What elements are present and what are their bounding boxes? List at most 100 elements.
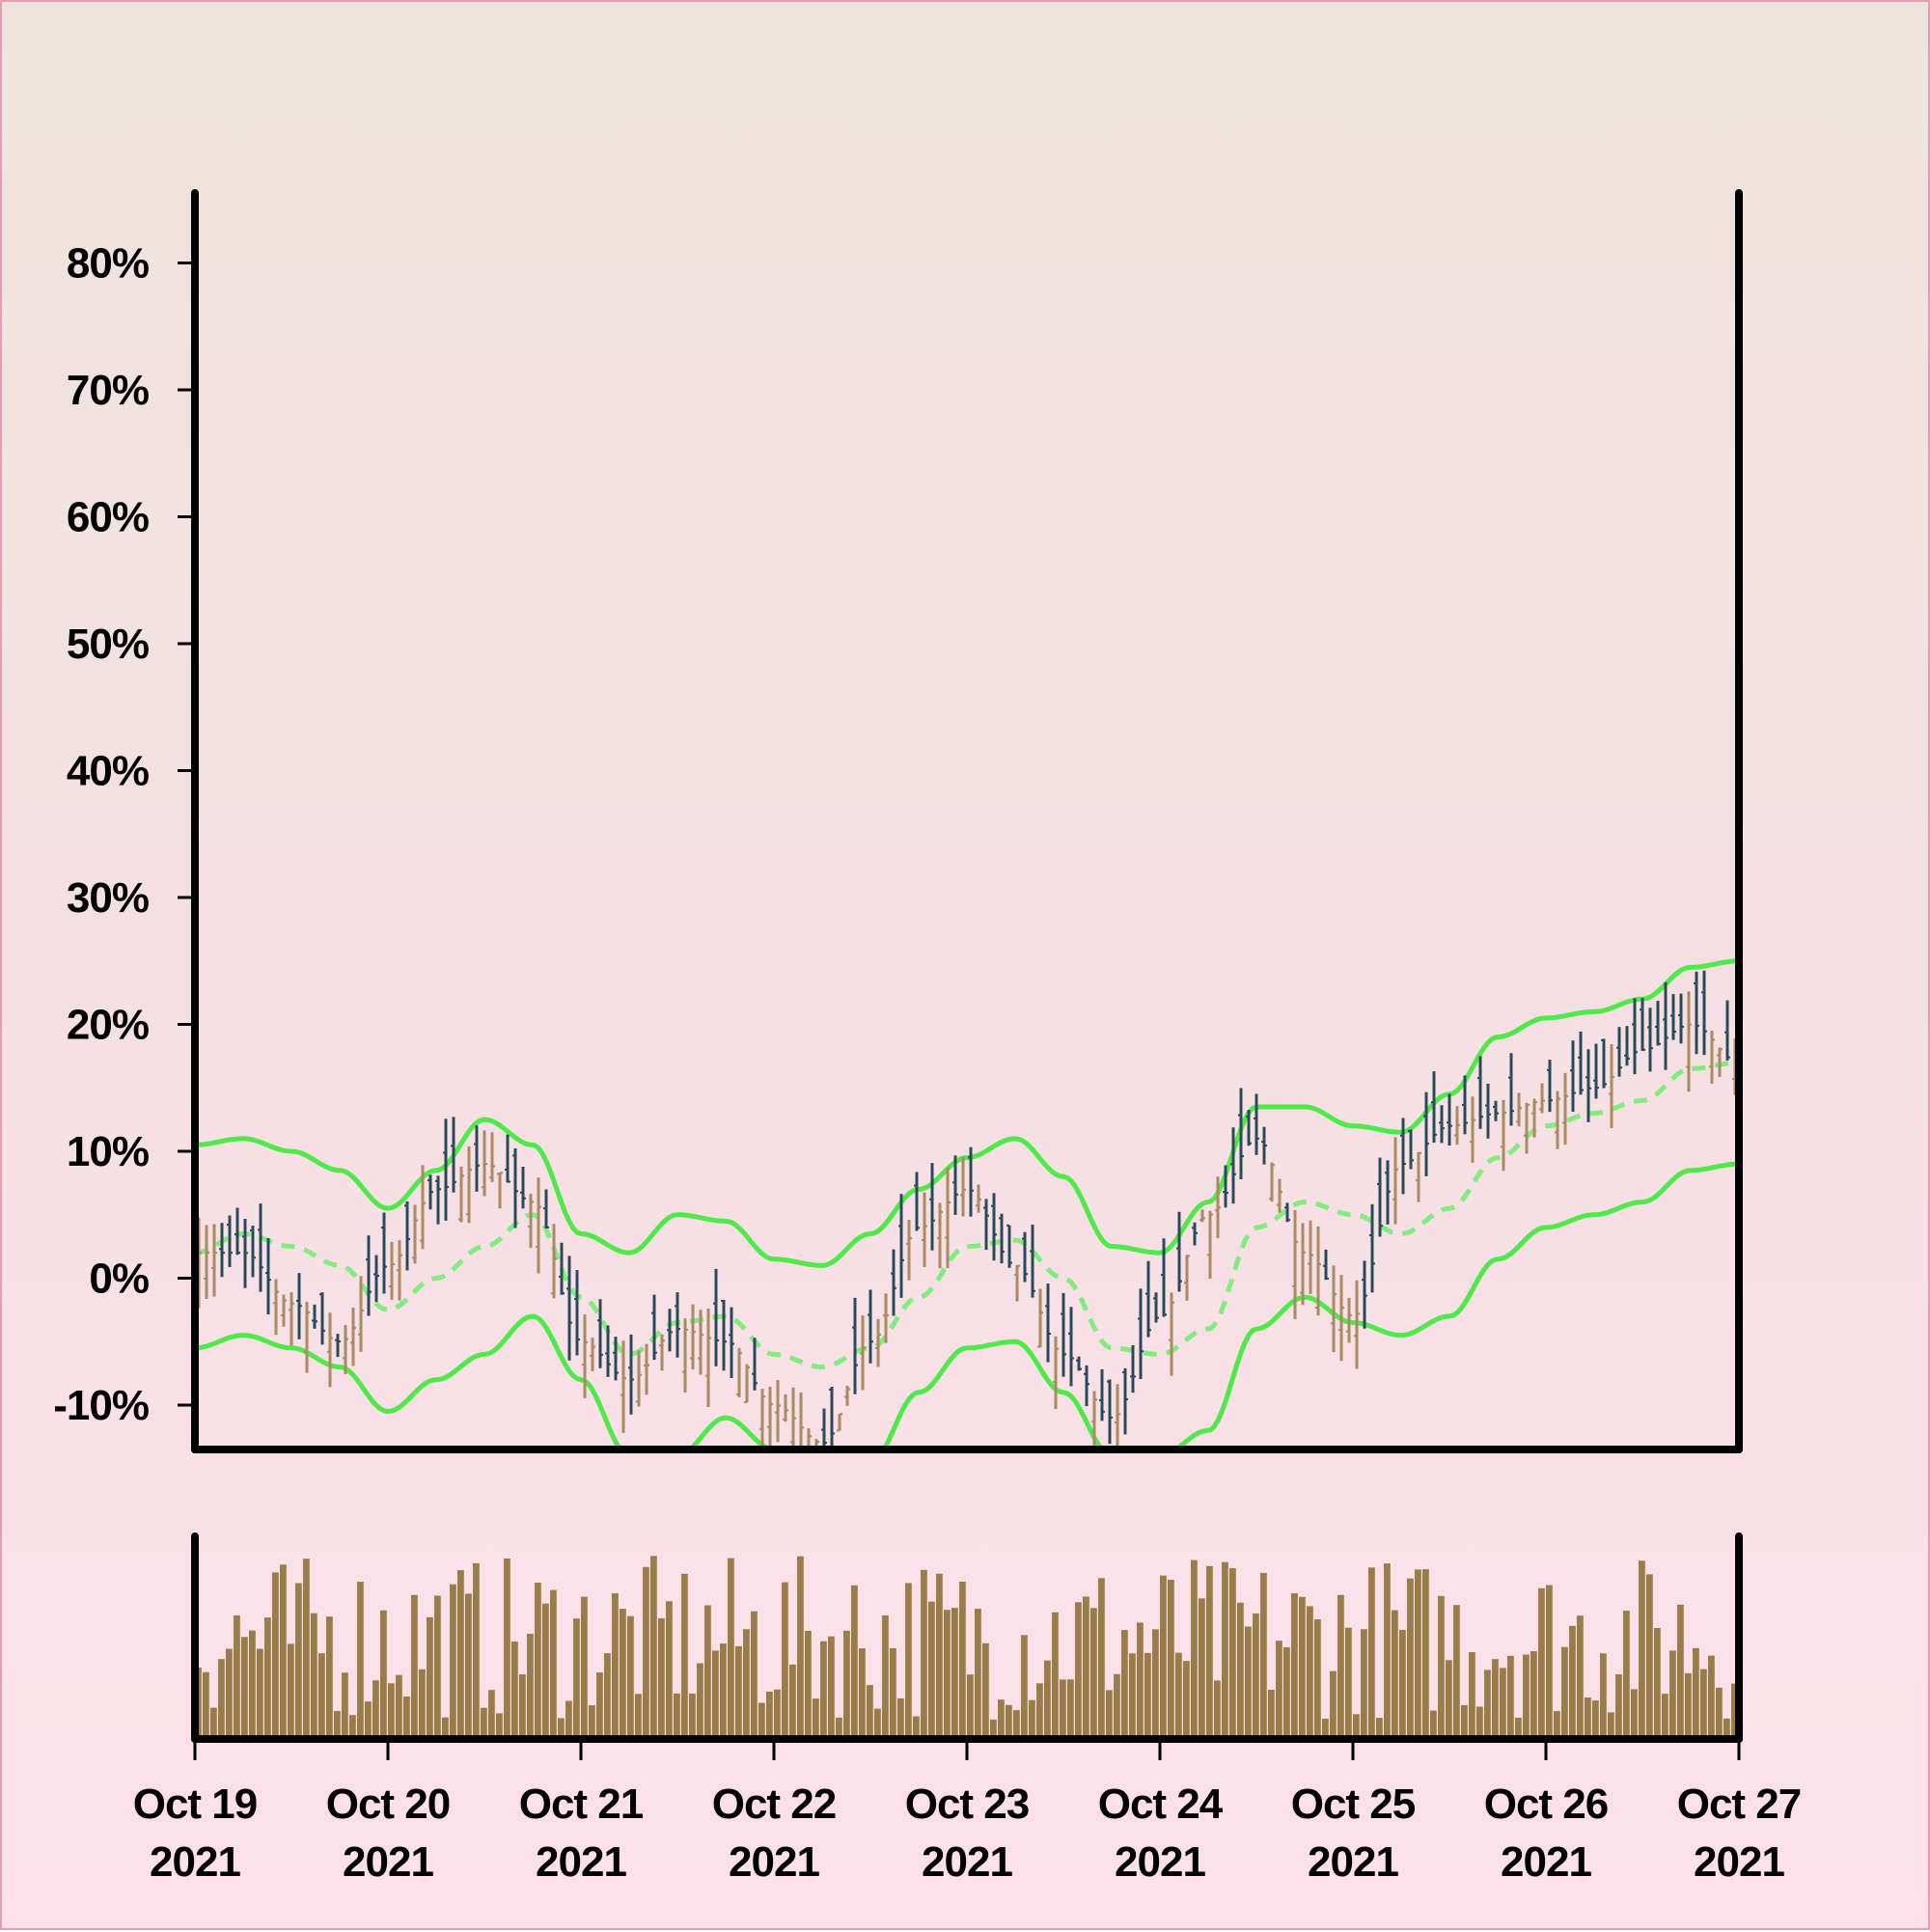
volume-bar [936, 1573, 943, 1739]
ohlc-bar [466, 1145, 472, 1224]
volume-bar [1708, 1655, 1715, 1739]
volume-bar [288, 1643, 294, 1739]
ohlc-bar [605, 1325, 611, 1377]
ohlc-bar [1115, 1384, 1120, 1449]
volume-bar [1407, 1578, 1414, 1739]
volume-bar [1399, 1629, 1406, 1739]
ohlc-bar [1207, 1210, 1213, 1280]
volume-bar [1160, 1575, 1167, 1739]
y-tick-label: -10% [53, 1382, 149, 1429]
ohlc-bar [1254, 1093, 1259, 1155]
volume-bar [851, 1585, 858, 1739]
volume-bar [357, 1582, 364, 1739]
volume-bar [882, 1615, 889, 1739]
ohlc-bar [1369, 1203, 1375, 1293]
y-tick-labels: -10% 0% 10% 20% 30% 40% 50% 60% 70% 80% [53, 239, 150, 1429]
ohlc-bar [420, 1165, 426, 1250]
volume-bar [998, 1699, 1005, 1739]
volume-bar [758, 1702, 765, 1739]
ohlc-bar [1331, 1265, 1337, 1353]
ohlc-bar [597, 1299, 603, 1368]
volume-bar [396, 1674, 402, 1739]
volume-bar [1029, 1699, 1035, 1739]
ohlc-bar [1261, 1126, 1267, 1165]
ohlc-bar [489, 1132, 495, 1182]
x-tick-label-year: 2021 [1694, 1838, 1784, 1886]
x-tick-label-date: Oct 19 [133, 1780, 258, 1828]
volume-bar [1731, 1683, 1738, 1739]
ohlc-bar [613, 1337, 619, 1381]
ohlc-bar [1477, 1056, 1483, 1129]
volume-bar [1561, 1646, 1568, 1739]
volume-bar [473, 1562, 480, 1739]
volume-bar [1507, 1655, 1514, 1739]
ohlc-bar [520, 1166, 526, 1209]
volume-bar [967, 1674, 974, 1739]
volume-bar [820, 1641, 827, 1739]
volume-bar [1268, 1690, 1275, 1739]
volume-bar [1021, 1635, 1028, 1739]
volume-bar [1175, 1652, 1182, 1739]
ohlc-bar [1354, 1280, 1360, 1369]
ohlc-bar [1130, 1344, 1136, 1394]
y-tick-label: 10% [67, 1128, 149, 1175]
ohlc-bar [952, 1155, 958, 1215]
volume-bar [635, 1694, 642, 1739]
volume-bar [959, 1582, 966, 1739]
volume-bar [272, 1572, 279, 1739]
band-upper-line [195, 958, 1739, 1268]
x-tick-label-date: Oct 26 [1484, 1780, 1609, 1828]
volume-bar [1716, 1687, 1723, 1739]
volume-bar [1206, 1565, 1213, 1739]
volume-bar [1191, 1559, 1198, 1739]
volume-bar [535, 1583, 541, 1739]
axes-layer [178, 189, 1743, 1760]
volume-bar [1554, 1711, 1560, 1739]
ohlc-bar [690, 1304, 696, 1369]
volume-bar [928, 1601, 935, 1739]
ohlc-bar [875, 1318, 881, 1367]
volume-bar [1384, 1563, 1391, 1739]
ohlc-bar [844, 1385, 850, 1406]
ohlc-bar [1431, 1071, 1437, 1144]
ohlc-bar [922, 1192, 927, 1267]
ohlc-bar [366, 1235, 372, 1316]
volume-bar [1585, 1697, 1591, 1739]
volume-bar [496, 1713, 503, 1739]
ohlc-bar [1091, 1391, 1097, 1446]
ohlc-bar [628, 1334, 634, 1415]
volume-bar [1283, 1646, 1290, 1739]
volume-bar [975, 1609, 981, 1739]
volume-bar [921, 1569, 927, 1739]
ohlc-bar [219, 1223, 225, 1278]
ohlc-bar [281, 1294, 287, 1327]
volume-bar [1415, 1569, 1421, 1739]
x-tick-label-date: Oct 23 [905, 1780, 1030, 1828]
ohlc-bar [659, 1334, 665, 1371]
ohlc-bar [1215, 1176, 1221, 1238]
ohlc-bar [1145, 1260, 1151, 1338]
volume-bar [1121, 1630, 1128, 1739]
ohlc-bar [1555, 1090, 1560, 1149]
ohlc-bar [1570, 1040, 1576, 1112]
ohlc-bar [1238, 1088, 1244, 1179]
ohlc-bar [373, 1255, 379, 1303]
volume-bar [1446, 1660, 1452, 1739]
ohlc-bar [1531, 1098, 1537, 1138]
ohlc-bar [960, 1156, 966, 1217]
volume-bar [735, 1645, 742, 1739]
volume-bar [905, 1583, 912, 1739]
ohlc-bar [1670, 994, 1676, 1040]
volume-bar [457, 1570, 464, 1739]
ohlc-bar [505, 1134, 510, 1183]
x-tick-labels: Oct 19 2021 Oct 20 2021 Oct 21 2021 Oct 22 2021… [133, 1780, 1803, 1886]
volume-bar [1052, 1612, 1059, 1739]
ohlc-bar [304, 1302, 310, 1373]
volume-bar [311, 1613, 317, 1739]
volume-bar [596, 1672, 603, 1739]
ohlc-bar [868, 1289, 873, 1364]
ohlc-bar [929, 1163, 935, 1251]
ohlc-bar [273, 1279, 279, 1336]
volume-bar [1307, 1606, 1313, 1739]
ohlc-bar [1694, 971, 1699, 1055]
